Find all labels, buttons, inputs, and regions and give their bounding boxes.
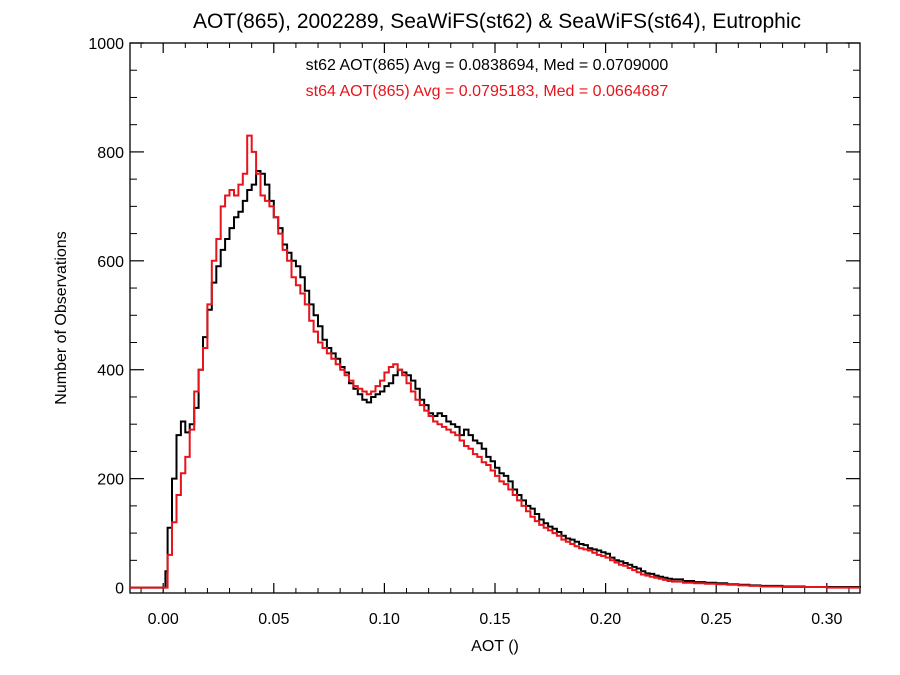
chart-title: AOT(865), 2002289, SeaWiFS(st62) & SeaWi… — [193, 10, 801, 33]
x-tick-label: 0.30 — [811, 611, 842, 628]
series-group — [130, 134, 861, 589]
y-tick-label: 400 — [97, 363, 124, 380]
y-tick-label: 600 — [97, 254, 124, 271]
x-tick-label: 0.25 — [701, 611, 732, 628]
y-tick-label: 800 — [97, 145, 124, 162]
histogram-series-st64 — [130, 134, 860, 589]
histogram-series-st62 — [130, 170, 861, 589]
y-tick-label: 1000 — [88, 36, 124, 53]
stats-line-st62: st62 AOT(865) Avg = 0.0838694, Med = 0.0… — [306, 57, 669, 74]
y-tick-label: 200 — [97, 472, 124, 489]
y-axis-label: Number of Observations — [53, 231, 70, 404]
x-tick-label: 0.00 — [148, 611, 179, 628]
stats-annotations: st62 AOT(865) Avg = 0.0838694, Med = 0.0… — [306, 57, 669, 100]
y-tick-label: 0 — [115, 581, 124, 598]
x-axis-label: AOT () — [471, 638, 519, 655]
stats-line-st64: st64 AOT(865) Avg = 0.0795183, Med = 0.0… — [306, 83, 669, 100]
x-tick-label: 0.10 — [369, 611, 400, 628]
plot-frame — [129, 42, 861, 594]
x-tick-label: 0.15 — [479, 611, 510, 628]
x-tick-label: 0.20 — [590, 611, 621, 628]
axis-ticks: 0.00 0.05 0.10 0.15 0.20 0.25 0.30 0 200 400 600 80… — [88, 36, 860, 628]
x-tick-label: 0.05 — [258, 611, 289, 628]
